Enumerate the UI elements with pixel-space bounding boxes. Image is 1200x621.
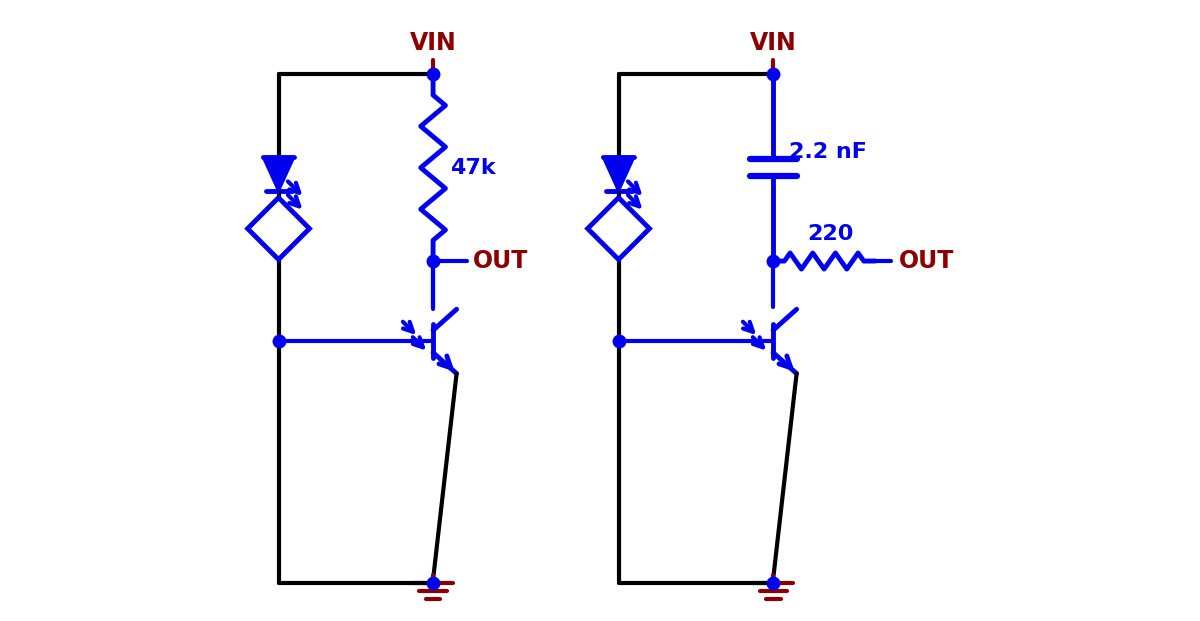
Text: VIN: VIN [750, 31, 797, 55]
Text: 220: 220 [808, 224, 853, 243]
Polygon shape [263, 158, 294, 191]
Polygon shape [247, 197, 310, 260]
Text: VIN: VIN [409, 31, 456, 55]
Text: 47k: 47k [450, 158, 496, 178]
Text: OUT: OUT [899, 249, 954, 273]
Polygon shape [604, 158, 634, 191]
Text: OUT: OUT [473, 249, 529, 273]
Text: 2.2 nF: 2.2 nF [788, 142, 866, 162]
Polygon shape [588, 197, 649, 260]
